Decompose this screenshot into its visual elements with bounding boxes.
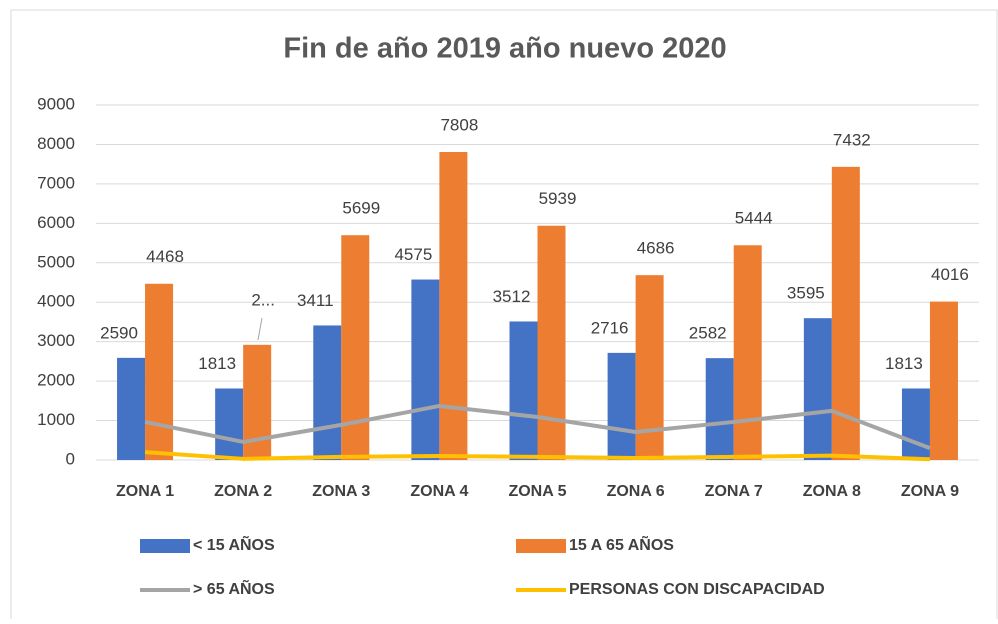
- bar: [901, 388, 930, 460]
- bar: [215, 388, 244, 460]
- data-label: 2716: [591, 318, 629, 337]
- data-label: 2582: [689, 324, 727, 343]
- legend-label: PERSONAS CON DISCAPACIDAD: [569, 581, 825, 598]
- legend-label: > 65 AÑOS: [193, 578, 275, 598]
- x-tick-label: ZONA 9: [901, 483, 959, 500]
- bar: [705, 358, 734, 460]
- bar: [439, 152, 468, 461]
- y-tick-label: 3000: [37, 331, 75, 350]
- y-tick-label: 9000: [37, 94, 75, 113]
- data-label: 5699: [342, 199, 380, 218]
- data-label: 7808: [440, 116, 478, 135]
- data-label: 5939: [539, 189, 577, 208]
- x-tick-label: ZONA 4: [410, 483, 468, 500]
- bar: [607, 352, 636, 460]
- line: [144, 450, 931, 462]
- x-tick-label: ZONA 8: [803, 483, 861, 500]
- y-tick-label: 8000: [37, 134, 75, 153]
- data-label: 7432: [833, 130, 871, 149]
- legend-label: < 15 AÑOS: [193, 534, 275, 554]
- x-tick-label: ZONA 5: [508, 483, 566, 500]
- line: [144, 403, 931, 451]
- bar: [803, 318, 832, 460]
- legend-label: 15 A 65 AÑOS: [569, 534, 674, 554]
- bar: [411, 279, 440, 460]
- data-label: 4575: [394, 245, 432, 264]
- legend-swatch: [140, 539, 190, 553]
- y-tick-label: 5000: [37, 252, 75, 271]
- leader-line: [257, 317, 263, 341]
- bar: [929, 301, 958, 460]
- bar: [537, 225, 566, 460]
- chart-title: Fin de año 2019 año nuevo 2020: [283, 33, 726, 65]
- bar: [313, 325, 342, 460]
- legend-swatch: [516, 539, 566, 553]
- data-label: 4468: [146, 247, 184, 266]
- y-tick-label: 4000: [37, 292, 75, 311]
- data-label: 2...: [251, 290, 275, 309]
- data-label: 4016: [931, 265, 969, 284]
- data-label: 2590: [100, 323, 138, 342]
- x-tick-label: ZONA 2: [214, 483, 272, 500]
- y-tick-label: 6000: [37, 213, 75, 232]
- y-tick-label: 1000: [37, 410, 75, 429]
- y-tick-label: 7000: [37, 173, 75, 192]
- x-tick-label: ZONA 1: [116, 483, 174, 500]
- data-label: 3512: [493, 287, 531, 306]
- bar: [341, 235, 370, 460]
- bar: [145, 283, 174, 460]
- x-tick-label: ZONA 3: [312, 483, 370, 500]
- y-tick-label: 0: [66, 449, 75, 468]
- data-label: 1813: [198, 354, 236, 373]
- data-label: 4686: [637, 239, 675, 258]
- data-label: 3411: [297, 291, 334, 310]
- data-label: 1813: [885, 354, 923, 373]
- x-tick-label: ZONA 7: [705, 483, 763, 500]
- y-tick-label: 2000: [37, 371, 75, 390]
- data-label: 3595: [787, 284, 825, 303]
- bar: [117, 357, 146, 460]
- bar: [509, 321, 538, 460]
- data-label: 5444: [735, 209, 773, 228]
- x-tick-label: ZONA 6: [607, 483, 665, 500]
- bar: [733, 245, 762, 460]
